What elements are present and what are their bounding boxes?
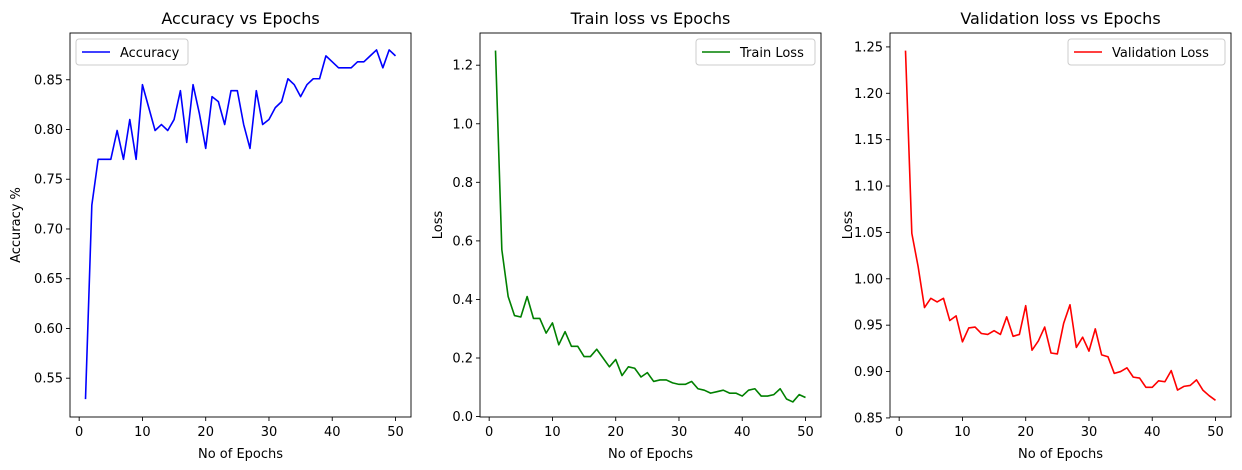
plot-frame xyxy=(69,32,412,418)
y-tick-label: 1.00 xyxy=(854,272,883,287)
chart-title: Accuracy vs Epochs xyxy=(161,9,319,28)
y-tick-label: 1.15 xyxy=(854,133,883,148)
x-tick-label: 20 xyxy=(607,425,624,440)
chart-panel-train-loss: Train loss vs Epochs 0 10 20 30 40 50 0.0 0.2 0.4… xyxy=(431,9,822,462)
x-axis-label: No of Epochs xyxy=(1018,447,1103,462)
plot-frame xyxy=(889,32,1232,418)
x-tick-label: 20 xyxy=(197,425,214,440)
x-tick-label: 50 xyxy=(387,425,404,440)
legend-label: Train Loss xyxy=(739,46,804,61)
legend-label: Accuracy xyxy=(120,46,180,61)
legend: Train Loss xyxy=(695,38,816,66)
legend-box xyxy=(1067,38,1226,66)
x-tick-label: 0 xyxy=(895,425,903,440)
x-tick-label: 40 xyxy=(734,425,751,440)
y-axis-label: Loss xyxy=(431,211,446,240)
y-tick-label: 1.10 xyxy=(854,180,883,195)
y-axis-label: Accuracy % xyxy=(9,187,24,263)
x-tick-label: 10 xyxy=(134,425,151,440)
x-tick-label: 40 xyxy=(324,425,341,440)
y-tick-label: 0.0 xyxy=(452,410,473,425)
y-tick-label: 0.6 xyxy=(452,234,473,249)
x-tick-label: 50 xyxy=(797,425,814,440)
y-tick-label: 0.85 xyxy=(34,73,63,88)
x-axis-label: No of Epochs xyxy=(198,447,283,462)
x-tick-label: 0 xyxy=(75,425,83,440)
y-tick-label: 1.20 xyxy=(854,87,883,102)
chart-panel-accuracy: Accuracy vs Epochs 0 10 20 30 40 50 0.55 0.60 0.6… xyxy=(9,9,412,462)
series-line-validation-loss xyxy=(904,50,1216,401)
y-tick-label: 0.95 xyxy=(854,319,883,334)
y-tick-label: 0.80 xyxy=(34,123,63,138)
x-tick-label: 30 xyxy=(1081,425,1098,440)
x-axis-label: No of Epochs xyxy=(608,447,693,462)
y-tick-label: 1.0 xyxy=(452,117,473,132)
y-tick-label: 0.60 xyxy=(34,322,63,337)
x-tick-label: 40 xyxy=(1144,425,1161,440)
plot-frame xyxy=(479,32,822,418)
y-tick-label: 1.25 xyxy=(854,40,883,55)
x-tick-label: 30 xyxy=(671,425,688,440)
chart-title: Train loss vs Epochs xyxy=(570,9,731,28)
y-tick-label: 0.55 xyxy=(34,372,63,387)
series-line-accuracy xyxy=(84,49,397,400)
x-tick-label: 10 xyxy=(544,425,561,440)
chart-panel-validation-loss: Validation loss vs Epochs 0 10 20 30 40 50 0.85… xyxy=(841,9,1232,462)
x-tick-label: 10 xyxy=(954,425,971,440)
legend-label: Validation Loss xyxy=(1112,46,1209,61)
y-tick-label: 1.05 xyxy=(854,226,883,241)
y-tick-label: 0.85 xyxy=(854,411,883,426)
x-tick-label: 30 xyxy=(261,425,278,440)
legend: Accuracy xyxy=(75,38,189,66)
chart-title: Validation loss vs Epochs xyxy=(960,9,1160,28)
legend-box xyxy=(75,38,189,66)
y-tick-label: 0.8 xyxy=(452,176,473,191)
y-tick-label: 0.65 xyxy=(34,272,63,287)
legend-box xyxy=(695,38,816,66)
x-tick-label: 20 xyxy=(1017,425,1034,440)
series-line-train-loss xyxy=(494,50,806,403)
y-tick-label: 0.70 xyxy=(34,222,63,237)
y-tick-label: 0.2 xyxy=(452,352,473,367)
y-tick-label: 0.75 xyxy=(34,173,63,188)
y-tick-label: 0.4 xyxy=(452,293,473,308)
x-tick-label: 50 xyxy=(1207,425,1224,440)
y-tick-label: 1.2 xyxy=(452,59,473,74)
y-tick-label: 0.90 xyxy=(854,365,883,380)
y-axis-label: Loss xyxy=(841,211,856,240)
x-tick-label: 0 xyxy=(485,425,493,440)
legend: Validation Loss xyxy=(1067,38,1226,66)
